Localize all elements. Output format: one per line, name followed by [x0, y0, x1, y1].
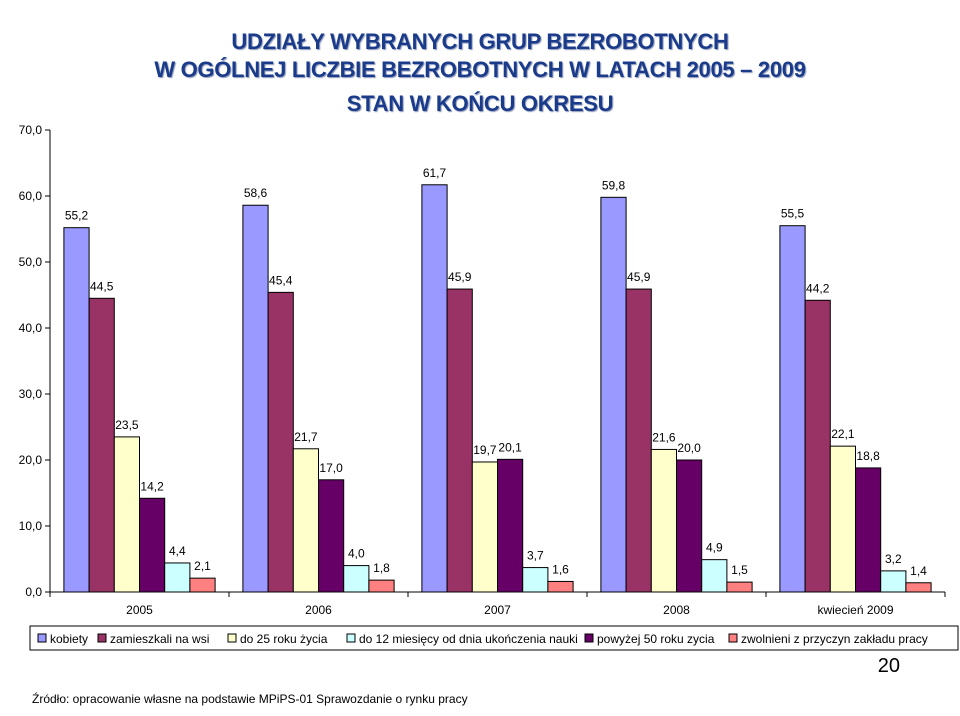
x-category-label: 2007 [484, 603, 511, 617]
bar-value-label: 21,7 [294, 430, 318, 444]
bar-value-label: 55,2 [65, 209, 89, 223]
bar [650, 448, 677, 593]
bar [625, 288, 652, 593]
y-tick-label: 50,0 [19, 255, 43, 269]
bar-value-label: 20,1 [498, 440, 522, 454]
legend-label: kobiety [50, 632, 88, 646]
bar-value-label: 22,1 [831, 427, 855, 441]
bar-value-label: 14,2 [140, 479, 164, 493]
bar [804, 299, 831, 593]
bar [547, 580, 574, 593]
legend-label: do 12 miesięcy od dnia ukończenia nauki [359, 632, 578, 646]
bar-value-label: 19,7 [473, 443, 497, 457]
bar-value-label: 44,2 [806, 281, 830, 295]
bar [164, 562, 191, 593]
bar-value-label: 21,6 [652, 430, 676, 444]
bar [292, 448, 319, 593]
bar [368, 579, 395, 593]
bar [139, 497, 166, 593]
y-tick-label: 20,0 [19, 453, 43, 467]
bar [88, 297, 115, 593]
bar [905, 582, 932, 593]
bar-value-label: 45,9 [627, 270, 651, 284]
bar-value-label: 23,5 [115, 418, 139, 432]
bar-value-label: 2,1 [194, 559, 211, 573]
legend-swatch [346, 633, 356, 643]
bar [880, 570, 907, 593]
chart-title-line-1: UDZIAŁY WYBRANYCH GRUP BEZROBOTNYCH [231, 29, 729, 54]
bar-value-label: 45,4 [269, 273, 293, 287]
bar [701, 559, 728, 593]
bar-value-label: 1,6 [552, 562, 569, 576]
bar-value-label: 58,6 [244, 186, 268, 200]
bar [855, 467, 882, 593]
bar [829, 445, 856, 593]
bar [113, 436, 141, 593]
bar-value-label: 45,9 [448, 270, 472, 284]
bar [497, 458, 524, 593]
bar-value-label: 3,2 [885, 552, 902, 566]
x-category-label: 2006 [305, 603, 332, 617]
x-category-label: 2005 [126, 603, 153, 617]
bar-value-label: 20,0 [677, 441, 701, 455]
bar-value-label: 1,4 [910, 564, 927, 578]
bar [471, 461, 498, 593]
legend-label: zwolnieni z przyczyn zakładu pracy [741, 632, 928, 646]
y-tick-label: 40,0 [19, 321, 43, 335]
y-tick-label: 70,0 [19, 123, 43, 137]
bar [242, 204, 269, 593]
bar [726, 581, 753, 593]
bar-value-label: 18,8 [856, 449, 880, 463]
y-tick-label: 10,0 [19, 519, 43, 533]
y-tick-label: 30,0 [19, 387, 43, 401]
bar [267, 291, 294, 593]
legend-swatch [37, 633, 47, 643]
bar-value-label: 1,8 [373, 561, 390, 575]
bar-value-label: 55,5 [781, 207, 805, 221]
bar [189, 577, 216, 593]
bar-value-label: 17,0 [319, 461, 343, 475]
chart-title-line-2: W OGÓLNEJ LICZBIE BEZROBOTNYCH W LATACH … [154, 57, 806, 82]
source-note: Źródło: opracowanie własne na podstawie … [32, 692, 468, 706]
legend-label: powyżej 50 roku zycia [597, 632, 715, 646]
legend-swatch [728, 633, 738, 643]
bar [600, 196, 627, 593]
bar [676, 459, 703, 593]
bar-value-label: 61,7 [423, 166, 447, 180]
legend-label: zamieszkali na wsi [110, 632, 209, 646]
bar [779, 225, 806, 593]
chart-title-line-3: STAN W KOŃCU OKRESU [346, 91, 614, 116]
x-category-label: kwiecień 2009 [817, 603, 893, 617]
bar-value-label: 3,7 [527, 549, 544, 563]
bar-value-label: 4,4 [169, 544, 186, 558]
legend-box [29, 625, 959, 651]
legend-swatch [97, 633, 107, 643]
legend-swatch [227, 633, 237, 643]
bar-value-label: 59,8 [602, 178, 626, 192]
bar-value-label: 1,5 [731, 563, 748, 577]
bar [318, 479, 345, 593]
y-tick-label: 0,0 [25, 585, 42, 599]
legend-label: do 25 roku życia [240, 632, 328, 646]
y-tick-label: 60,0 [19, 189, 43, 203]
bar [522, 567, 549, 593]
bar-value-label: 4,9 [706, 541, 723, 555]
bar [63, 227, 90, 593]
page-number: 20 [877, 655, 900, 677]
bar [343, 565, 370, 593]
bar-value-label: 4,0 [348, 547, 365, 561]
legend-swatch [584, 633, 594, 643]
bar [446, 288, 473, 593]
bar-value-label: 44,5 [90, 279, 114, 293]
bar [421, 184, 448, 593]
x-category-label: 2008 [663, 603, 690, 617]
